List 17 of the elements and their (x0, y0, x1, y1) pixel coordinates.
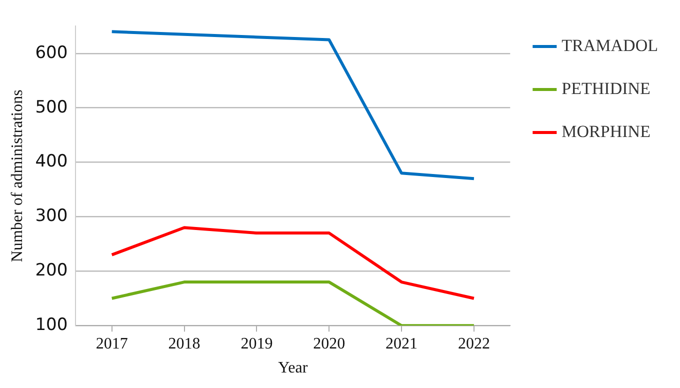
x-tick-label: 2017 (96, 335, 128, 352)
y-tick-label: 500 (35, 97, 68, 118)
y-tick-label: 100 (35, 315, 68, 336)
y-tick-label: 400 (35, 152, 68, 172)
x-tick-label: 2021 (386, 335, 418, 352)
y-tick-label: 200 (35, 260, 68, 281)
legend-label: TRAMADOL (562, 36, 658, 55)
legend-label: PETHIDINE (562, 78, 650, 98)
y-tick-label: 300 (35, 206, 68, 226)
y-tick-label: 600 (35, 42, 68, 63)
legend-label: MORPHINE (562, 122, 650, 141)
x-tick-label: 2018 (168, 335, 200, 352)
x-tick-label: 2019 (240, 335, 273, 352)
y-axis-title: Number of administrations (8, 90, 26, 262)
x-tick-label: 2022 (458, 335, 490, 352)
x-tick-label: 2020 (313, 335, 346, 352)
x-axis-title: Year (278, 360, 308, 377)
